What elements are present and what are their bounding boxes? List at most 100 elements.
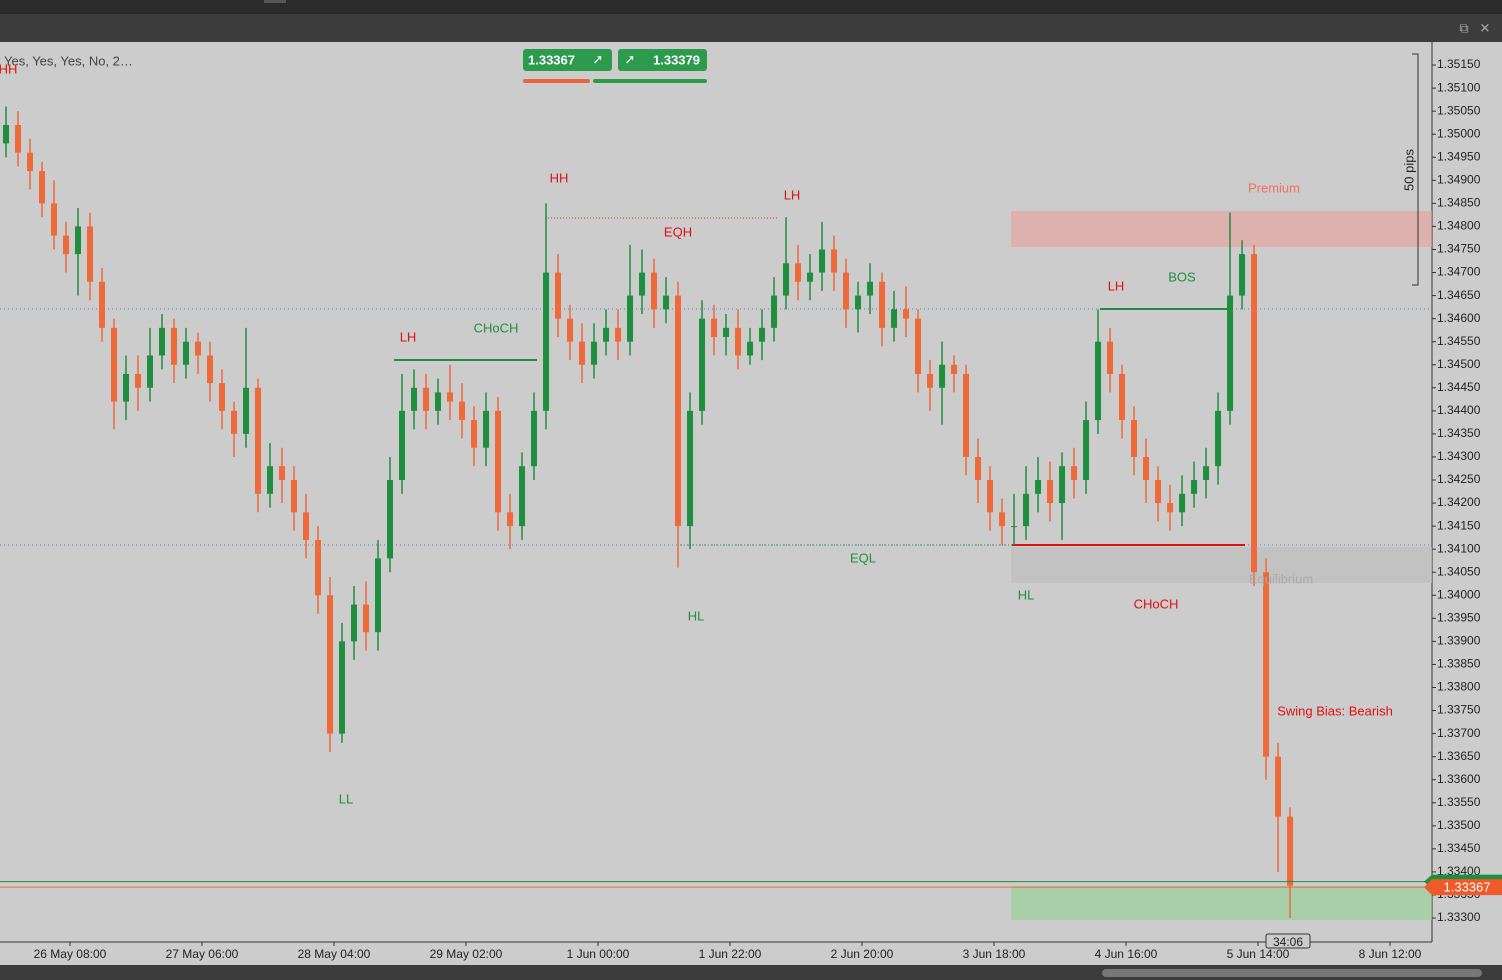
candle-body — [963, 373, 970, 457]
candle-body — [1143, 456, 1150, 481]
indicator-label: Yes, Yes, Yes, No, 2… — [4, 53, 133, 68]
candle-body — [459, 401, 466, 421]
candle-body — [435, 392, 442, 411]
sell-button[interactable] — [523, 49, 612, 71]
candle-body — [1227, 295, 1234, 411]
x-tick-label: 28 May 04:00 — [298, 947, 371, 961]
candle-body — [627, 295, 634, 342]
countdown-box — [1265, 933, 1311, 949]
candle-body — [303, 512, 310, 540]
candle-body — [1287, 816, 1294, 886]
window-bar — [0, 14, 1502, 42]
candle-body — [747, 341, 754, 356]
candle-body — [999, 512, 1006, 527]
price-tag — [1424, 879, 1502, 896]
y-tick-label: 1.35150 — [1437, 57, 1481, 71]
x-tick-label: 1 Jun 00:00 — [567, 947, 630, 961]
x-tick-label: 2 Jun 20:00 — [831, 947, 894, 961]
y-tick-label: 1.34100 — [1437, 541, 1481, 555]
premium-zone — [1011, 211, 1432, 247]
spread-bar-sell — [523, 79, 590, 83]
candle-body — [519, 466, 526, 527]
candle-body — [771, 295, 778, 328]
candle-body — [939, 364, 946, 388]
x-tick-label: 29 May 02:00 — [430, 947, 503, 961]
y-tick-label: 1.34700 — [1437, 265, 1481, 279]
candle-body — [315, 539, 322, 596]
annotation: HL — [688, 608, 705, 623]
price-tag-label: 1.33367 — [1444, 880, 1491, 895]
candle-body — [1095, 341, 1102, 421]
candle-body — [975, 456, 982, 481]
candle-body — [579, 341, 586, 365]
candle-body — [651, 272, 658, 310]
candle-body — [891, 309, 898, 328]
candle-body — [51, 203, 58, 236]
candle-body — [951, 364, 958, 374]
arrow-icon: ➚ — [625, 51, 636, 66]
y-tick-label: 1.34900 — [1437, 172, 1481, 186]
candle-body — [279, 466, 286, 481]
popout-icon[interactable]: ⧉ — [1459, 20, 1468, 35]
x-tick-label: 5 Jun 14:00 — [1227, 947, 1290, 961]
candle-body — [447, 392, 454, 402]
scrollbar-thumb[interactable] — [1102, 969, 1482, 977]
candle-body — [99, 281, 106, 328]
y-tick-label: 1.33550 — [1437, 795, 1481, 809]
y-tick-label: 1.33650 — [1437, 749, 1481, 763]
candle-body — [135, 373, 142, 388]
annotation: HH — [550, 170, 569, 185]
candle-body — [711, 318, 718, 338]
annotation: EQL — [850, 550, 876, 565]
candle-body — [363, 604, 370, 633]
buy-price: 1.33379 — [653, 52, 700, 67]
y-tick-label: 1.34550 — [1437, 334, 1481, 348]
candle-body — [15, 124, 22, 153]
candle-body — [663, 295, 670, 310]
y-tick-label: 1.34800 — [1437, 219, 1481, 233]
plot: 1.333001.333501.334001.334501.335001.335… — [0, 49, 1502, 961]
y-tick-label: 1.34750 — [1437, 242, 1481, 256]
close-icon[interactable]: ✕ — [1480, 20, 1491, 35]
y-tick-label: 1.33700 — [1437, 726, 1481, 740]
candle-body — [1215, 410, 1222, 467]
candle-body — [327, 595, 334, 734]
y-tick-label: 1.35000 — [1437, 126, 1481, 140]
y-tick-label: 1.34200 — [1437, 495, 1481, 509]
y-tick-label: 1.33600 — [1437, 772, 1481, 786]
candle-body — [375, 558, 382, 633]
y-tick-label: 1.34050 — [1437, 564, 1481, 578]
candle-body — [1047, 480, 1054, 504]
y-tick-label: 1.33450 — [1437, 841, 1481, 855]
candle-body — [339, 641, 346, 734]
candle-body — [759, 327, 766, 342]
candle-body — [291, 480, 298, 513]
candle-body — [1035, 480, 1042, 494]
candle-body — [1011, 526, 1018, 528]
annotation: Premium — [1248, 180, 1300, 195]
candle-body — [219, 383, 226, 411]
sell-price: 1.33367 — [528, 52, 575, 67]
y-tick-label: 1.34500 — [1437, 357, 1481, 371]
equilibrium-zone — [1011, 547, 1432, 583]
candle-body — [1203, 466, 1210, 481]
candle-body — [735, 327, 742, 356]
candle-body — [147, 355, 154, 388]
candle-body — [819, 249, 826, 273]
candle-body — [27, 152, 34, 172]
tab — [264, 0, 286, 3]
candle-body — [723, 327, 730, 338]
candle-body — [591, 341, 598, 365]
x-tick-label: 26 May 08:00 — [34, 947, 107, 961]
candle-body — [471, 420, 478, 448]
candle-body — [1263, 572, 1270, 757]
candle-body — [75, 226, 82, 255]
candle-body — [543, 272, 550, 411]
buy-button[interactable] — [618, 49, 707, 71]
y-tick-label: 1.33850 — [1437, 657, 1481, 671]
y-tick-label: 1.34150 — [1437, 518, 1481, 532]
candle-body — [387, 480, 394, 559]
annotation: Swing Bias: Bearish — [1277, 703, 1393, 718]
candle-body — [639, 272, 646, 296]
